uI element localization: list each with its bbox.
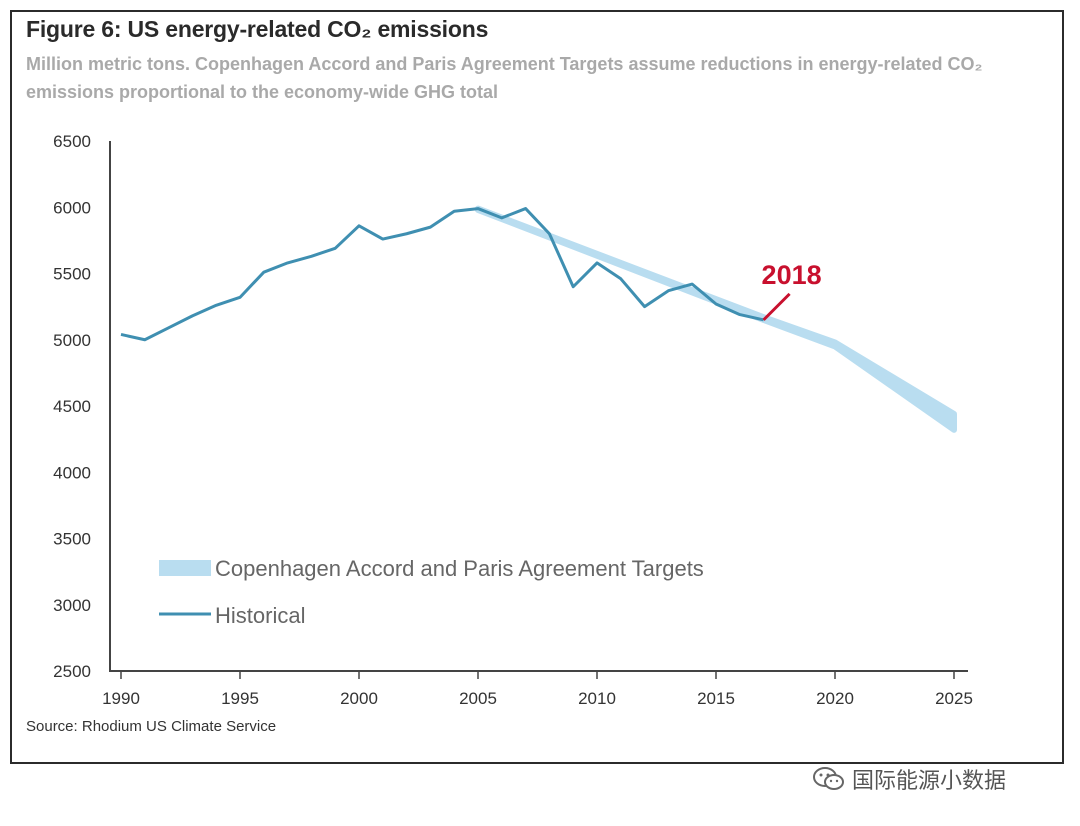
legend-label-targets: Copenhagen Accord and Paris Agreement Ta… <box>215 556 704 581</box>
x-tick-label: 2010 <box>578 689 616 708</box>
y-tick-label: 5000 <box>53 331 91 350</box>
y-tick-label: 4000 <box>53 463 91 482</box>
targets-band <box>475 205 957 433</box>
historical-line <box>120 207 764 342</box>
axes: 2500 3000 3500 4000 4500 5000 5500 6000 6500 1990… <box>53 132 973 708</box>
annotation-leader <box>762 292 791 321</box>
x-tick-label: 1990 <box>102 689 140 708</box>
targets-band-area <box>475 205 957 433</box>
chart-title: Figure 6: US energy-related CO₂ emission… <box>26 16 489 42</box>
y-tick-label: 6500 <box>53 132 91 151</box>
y-tick-label: 6000 <box>53 198 91 217</box>
legend-swatch-targets <box>159 560 211 576</box>
y-tick-label: 4500 <box>53 397 91 416</box>
watermark: 国际能源小数据 <box>812 764 1006 794</box>
y-tick-label: 2500 <box>53 662 91 681</box>
y-tick-label: 3500 <box>53 530 91 549</box>
x-tick-label: 2015 <box>697 689 735 708</box>
chart-subtitle: Million metric tons. Copenhagen Accord a… <box>26 54 983 102</box>
source-note: Source: Rhodium US Climate Service <box>26 718 277 735</box>
historical-series <box>120 207 764 342</box>
line-chart: 2500 3000 3500 4000 4500 5000 5500 6000 6500 1990… <box>53 132 973 708</box>
x-tick-label: 2020 <box>816 689 854 708</box>
watermark-text: 国际能源小数据 <box>852 769 1007 794</box>
legend: Copenhagen Accord and Paris Agreement Ta… <box>159 556 704 628</box>
x-tick-label: 2025 <box>935 689 973 708</box>
annotation-label: 2018 <box>762 260 822 290</box>
annotation-layer: 2018 <box>762 260 822 321</box>
wechat-icon <box>813 767 844 790</box>
x-tick-label: 2005 <box>459 689 497 708</box>
y-tick-label: 3000 <box>53 596 91 615</box>
x-tick-label: 2000 <box>340 689 378 708</box>
y-tick-label: 5500 <box>53 265 91 284</box>
legend-label-historical: Historical <box>215 603 305 628</box>
x-tick-label: 1995 <box>221 689 259 708</box>
